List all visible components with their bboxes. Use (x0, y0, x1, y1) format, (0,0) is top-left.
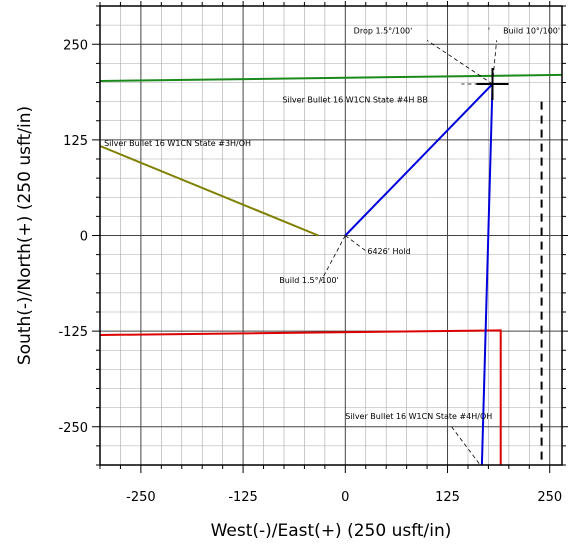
annotation-label-2: Build 10°/100' (503, 27, 560, 36)
guide-line-2 (345, 235, 367, 252)
annotation-label-6: Build 1.5°/100' (279, 276, 339, 285)
target-cross-marker (476, 68, 509, 101)
annotation-label-3: Silver Bullet 16 W1CN State #4H BB (282, 95, 428, 104)
annotation-label-4: Silver Bullet 16 W1CN State #3H/OH (104, 139, 251, 148)
annotation-layer: Drop 1.5°/100' ' Build 10°/100' Silver Bull… (104, 27, 560, 422)
guide-line-5 (451, 426, 481, 466)
x-tick-label: -250 (126, 490, 156, 505)
annotation-label-0: Drop 1.5°/100' (354, 27, 413, 36)
annotation-label-1: ' (488, 27, 490, 36)
series-line-1 (99, 145, 319, 237)
x-axis-title: West(-)/East(+) (250 usft/in) (211, 521, 452, 541)
series-line-2 (99, 329, 502, 465)
x-tick-label: 125 (435, 490, 460, 505)
x-tick-label: 0 (341, 490, 349, 505)
y-tick-label: -250 (58, 421, 88, 436)
y-tick-label: -125 (58, 325, 88, 340)
x-tick-label: 250 (537, 490, 562, 505)
y-tick-label: 125 (63, 134, 88, 149)
x-tick-label: -125 (228, 490, 258, 505)
series-layer (99, 73, 563, 466)
marker-layer (476, 68, 509, 101)
tick-layer (92, 1, 568, 473)
guide-line-0 (426, 40, 493, 85)
annotation-label-7: Silver Bullet 16 W1CN State #4H/OH (345, 412, 492, 421)
annotation-label-5: 6426' Hold (367, 247, 410, 256)
y-tick-label: 250 (63, 38, 88, 53)
guide-line-3 (320, 235, 346, 282)
tick-label-layer: -250 -125 0 125 250 250 125 0 -125 -250 (58, 38, 562, 505)
series-line-0 (99, 73, 563, 82)
y-axis-title: South(-)/North(+) (250 usft/in) (15, 106, 35, 365)
y-tick-label: 0 (80, 230, 88, 245)
